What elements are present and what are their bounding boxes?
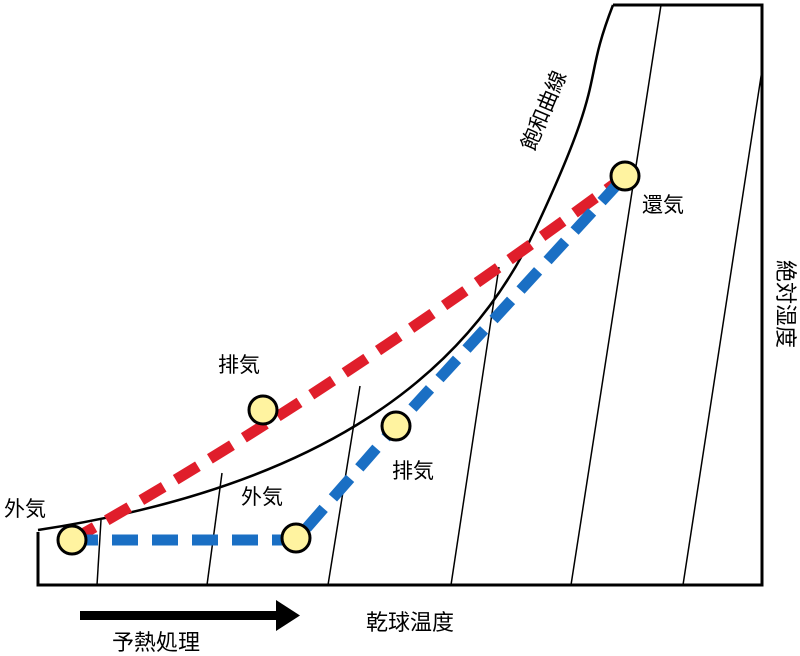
- reference-lines: [96, 4, 763, 586]
- label-outdoor-air-preheated: 外気: [241, 485, 283, 509]
- absolute-humidity-label: 絶対湿度: [772, 260, 797, 348]
- point-outdoor-air-preheated: [280, 522, 312, 554]
- saturation-curve-label: 飽和曲線: [517, 67, 572, 154]
- reference-line: [96, 519, 102, 586]
- chart-frame: [36, 3, 764, 587]
- red-path: [69, 171, 629, 545]
- dry-bulb-temperature-label: 乾球温度: [366, 611, 454, 636]
- state-points: [56, 160, 641, 556]
- arrow-shaft: [80, 611, 278, 620]
- preheat-arrow-icon: [80, 600, 300, 631]
- reference-line: [206, 472, 223, 586]
- label-return-air: 還気: [642, 193, 684, 217]
- reference-line: [682, 69, 763, 586]
- arrow-head: [276, 600, 300, 631]
- reference-line: [450, 266, 500, 586]
- point-return-air: [609, 160, 641, 192]
- point-exhaust-upper: [247, 394, 279, 426]
- label-exhaust-lower: 排気: [392, 459, 434, 483]
- point-outdoor-air: [56, 524, 88, 556]
- point-exhaust-lower: [380, 410, 412, 442]
- blue-path: [72, 172, 630, 546]
- label-exhaust-upper: 排気: [218, 353, 260, 377]
- reference-line: [570, 4, 662, 586]
- label-outdoor-air-left: 外気: [4, 497, 46, 521]
- preheat-process-label: 予熱処理: [112, 631, 200, 656]
- saturation-curve: [37, 4, 615, 532]
